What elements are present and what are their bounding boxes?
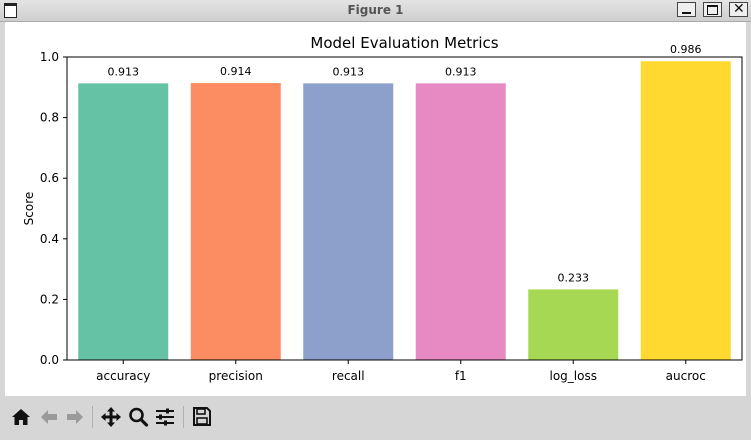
x-tick-label: recall: [332, 369, 365, 383]
save-icon: [193, 407, 211, 426]
save-button[interactable]: [191, 404, 213, 430]
y-axis-ticks: 0.0 0.2 0.4 0.6 0.8 1.0: [40, 50, 67, 367]
configure-subplots-icon: [156, 408, 174, 426]
chart-title: Model Evaluation Metrics: [310, 34, 498, 52]
home-button[interactable]: [10, 404, 32, 430]
configure-subplots-button[interactable]: [154, 404, 176, 430]
bars-layer: [78, 61, 731, 361]
bar-accuracy: [78, 83, 169, 361]
window-icon: [4, 3, 17, 18]
bar-f1: [415, 83, 506, 361]
x-tick-label: precision: [209, 369, 263, 383]
pan-icon: [101, 407, 121, 427]
bar-aucroc: [640, 61, 731, 360]
y-tick-label: 0.4: [40, 232, 59, 246]
back-button[interactable]: [38, 404, 60, 430]
forward-arrow-icon: [67, 410, 83, 424]
pan-button[interactable]: [100, 404, 122, 430]
zoom-icon: [129, 407, 149, 427]
x-tick-label: aucroc: [666, 369, 706, 383]
home-icon: [12, 409, 30, 425]
data-label: 0.914: [220, 65, 252, 78]
back-arrow-icon: [41, 410, 57, 424]
close-button[interactable]: ✕: [729, 1, 748, 17]
data-label: 0.233: [558, 271, 590, 284]
data-label: 0.913: [445, 65, 477, 78]
x-axis-ticks: accuracy precision recall f1 log_loss aucroc: [96, 360, 706, 383]
data-label: 0.986: [670, 43, 702, 56]
y-axis-label: Score: [22, 192, 36, 226]
toolbar-separator: [92, 406, 93, 428]
window-title: Figure 1: [347, 3, 404, 17]
axes-frame: [66, 56, 743, 361]
minimize-button[interactable]: [677, 2, 696, 17]
bar-chart: 0.913 0.914 0.913 0.913 0.233 0.986 0.0 0.2 0.4…: [22, 34, 743, 383]
forward-button[interactable]: [64, 404, 86, 430]
close-icon: ✕: [733, 1, 745, 17]
y-tick-label: 0.8: [40, 111, 59, 125]
y-tick-label: 0.6: [40, 171, 59, 185]
bar-precision: [190, 83, 281, 361]
navigation-toolbar: [0, 396, 751, 440]
x-tick-label: accuracy: [96, 369, 150, 383]
x-tick-label: f1: [455, 369, 467, 383]
data-label: 0.913: [108, 65, 140, 78]
toolbar-separator: [183, 406, 184, 428]
x-tick-label: log_loss: [550, 369, 597, 383]
maximize-button[interactable]: [703, 2, 722, 17]
y-tick-label: 0.0: [40, 353, 59, 367]
y-tick-label: 1.0: [40, 50, 59, 64]
bar-log_loss: [528, 289, 619, 360]
data-labels-layer: 0.913 0.914 0.913 0.913 0.233 0.986: [108, 43, 702, 284]
window-titlebar: Figure 1 ✕: [0, 0, 751, 22]
bar-recall: [303, 83, 394, 361]
figure-canvas: 0.913 0.914 0.913 0.913 0.233 0.986 0.0 0.2 0.4…: [5, 22, 746, 396]
zoom-button[interactable]: [127, 404, 149, 430]
y-tick-label: 0.2: [40, 292, 59, 306]
data-label: 0.913: [333, 65, 365, 78]
